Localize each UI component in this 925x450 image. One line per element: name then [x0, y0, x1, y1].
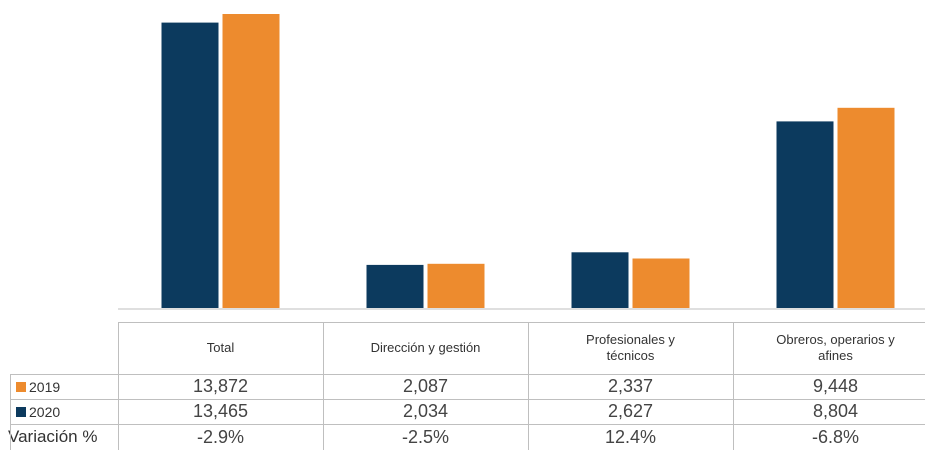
- category-label-line: Profesionales y: [586, 332, 675, 347]
- data-label: 2,337: [607, 376, 654, 396]
- data-label: 8,804: [812, 401, 859, 421]
- variation-value: -2.9%: [196, 426, 245, 447]
- data-label: 2,087: [402, 376, 449, 396]
- table-vertical-rule: [323, 322, 324, 450]
- data-label: 2,034: [402, 401, 449, 421]
- bars: [161, 14, 895, 309]
- category-label-line: técnicos: [606, 348, 655, 363]
- table-vertical-rule: [10, 374, 11, 450]
- table-horizontal-rule: [10, 399, 925, 400]
- bar-2020-0: [161, 22, 219, 308]
- category-label-line: Total: [206, 340, 235, 355]
- variation-value: 12.4%: [604, 426, 657, 447]
- category-label: Profesionales y técnicos: [528, 322, 733, 374]
- bar-2020-3: [776, 121, 834, 309]
- data-label: 13,872: [192, 376, 249, 396]
- category-label-line: Dirección y gestión: [370, 340, 481, 355]
- bar-2019-1: [427, 263, 485, 308]
- category-label: Dirección y gestión: [323, 322, 528, 374]
- legend-swatch: [16, 381, 26, 392]
- bar-2020-1: [366, 264, 424, 308]
- bar-2019-2: [632, 258, 690, 308]
- table-vertical-rule: [733, 322, 734, 450]
- variation-value: -6.8%: [811, 426, 860, 447]
- data-label: 2,627: [607, 401, 654, 421]
- category-label-line: Obreros, operarios y: [776, 332, 895, 347]
- variation-value: -2.5%: [401, 426, 450, 447]
- table-horizontal-rule: [10, 374, 925, 375]
- legend-swatch: [16, 406, 26, 417]
- bar-chart: [118, 14, 925, 310]
- table-horizontal-rule: [10, 424, 925, 425]
- legend-label: 2020: [29, 403, 61, 420]
- legend-item-2019: 2019: [0, 374, 118, 399]
- table-vertical-rule: [528, 322, 529, 450]
- data-label: 9,448: [812, 376, 859, 396]
- bar-2020-2: [571, 252, 629, 308]
- category-label: Total: [118, 322, 323, 374]
- table-horizontal-rule: [118, 322, 925, 323]
- bar-2019-3: [837, 107, 895, 308]
- variation-label: Variación %: [8, 427, 98, 446]
- category-label: Obreros, operarios y afines: [733, 322, 925, 374]
- legend-item-2020: 2020: [0, 399, 118, 424]
- category-label-line: afines: [818, 348, 853, 363]
- data-label: 13,465: [192, 401, 249, 421]
- legend-label: 2019: [29, 378, 61, 395]
- table-vertical-rule: [118, 322, 119, 450]
- bar-2019-0: [222, 14, 280, 308]
